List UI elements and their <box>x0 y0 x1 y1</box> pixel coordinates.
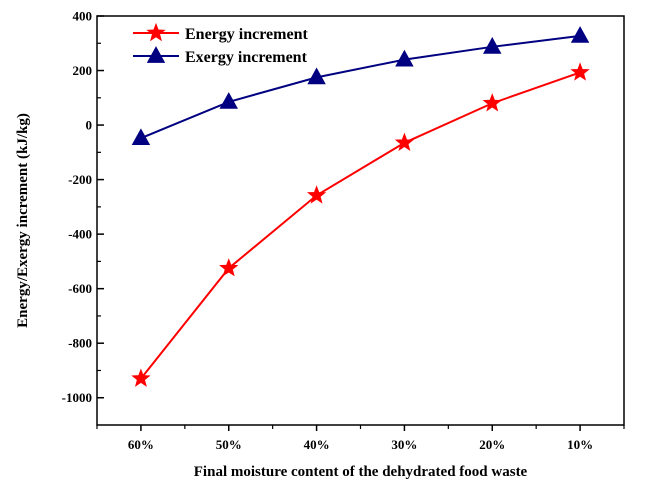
x-tick-label: 30% <box>391 437 417 452</box>
y-tick-label: -400 <box>68 227 92 242</box>
x-axis: 60% 50% 40% 30% 20% 10% <box>96 425 625 452</box>
star-marker <box>131 368 151 387</box>
series-layer <box>131 26 590 387</box>
star-marker <box>394 132 415 151</box>
triangle-marker <box>307 67 326 85</box>
star-marker <box>219 258 239 277</box>
y-tick-label: -200 <box>68 172 92 187</box>
x-axis-title: Final moisture content of the dehydrated… <box>194 464 528 480</box>
legend-item: Energy increment <box>133 22 308 43</box>
plot-border <box>96 15 625 426</box>
star-marker <box>570 62 590 81</box>
y-tick-label: 200 <box>73 63 93 78</box>
legend-item: Exergy increment <box>133 46 308 66</box>
legend-triangle-marker <box>146 46 166 63</box>
y-tick-label: -1000 <box>62 390 92 405</box>
x-tick-label: 50% <box>216 437 242 452</box>
x-tick-label: 40% <box>304 437 330 452</box>
triangle-marker <box>570 26 590 43</box>
triangle-marker <box>483 36 502 54</box>
x-tick-label: 60% <box>128 437 154 452</box>
series-line <box>140 71 581 380</box>
y-tick-label: 0 <box>86 118 93 133</box>
triangle-marker <box>219 92 238 109</box>
series-energy <box>131 62 590 387</box>
y-tick-label: 400 <box>73 9 93 24</box>
series-exergy <box>131 26 590 146</box>
y-axis-title: Energy/Exergy increment (kJ/kg) <box>15 113 31 328</box>
triangle-marker <box>395 49 414 67</box>
y-tick-label: -600 <box>68 281 92 296</box>
legend-star-marker <box>146 22 166 42</box>
legend-label: Exergy increment <box>185 49 308 66</box>
legend-label: Energy increment <box>185 26 308 43</box>
series-line <box>140 34 581 140</box>
star-marker <box>306 185 327 204</box>
x-tick-label: 10% <box>567 437 593 452</box>
y-axis: -1000 -800 -600 -400 -200 0 200 400 <box>62 9 104 405</box>
triangle-marker <box>131 128 151 146</box>
y-tick-label: -800 <box>68 336 92 351</box>
star-marker <box>482 93 502 112</box>
plot-frame <box>96 15 625 426</box>
x-tick-label: 20% <box>479 437 505 452</box>
legend: Energy increment Exergy increment <box>133 22 308 66</box>
